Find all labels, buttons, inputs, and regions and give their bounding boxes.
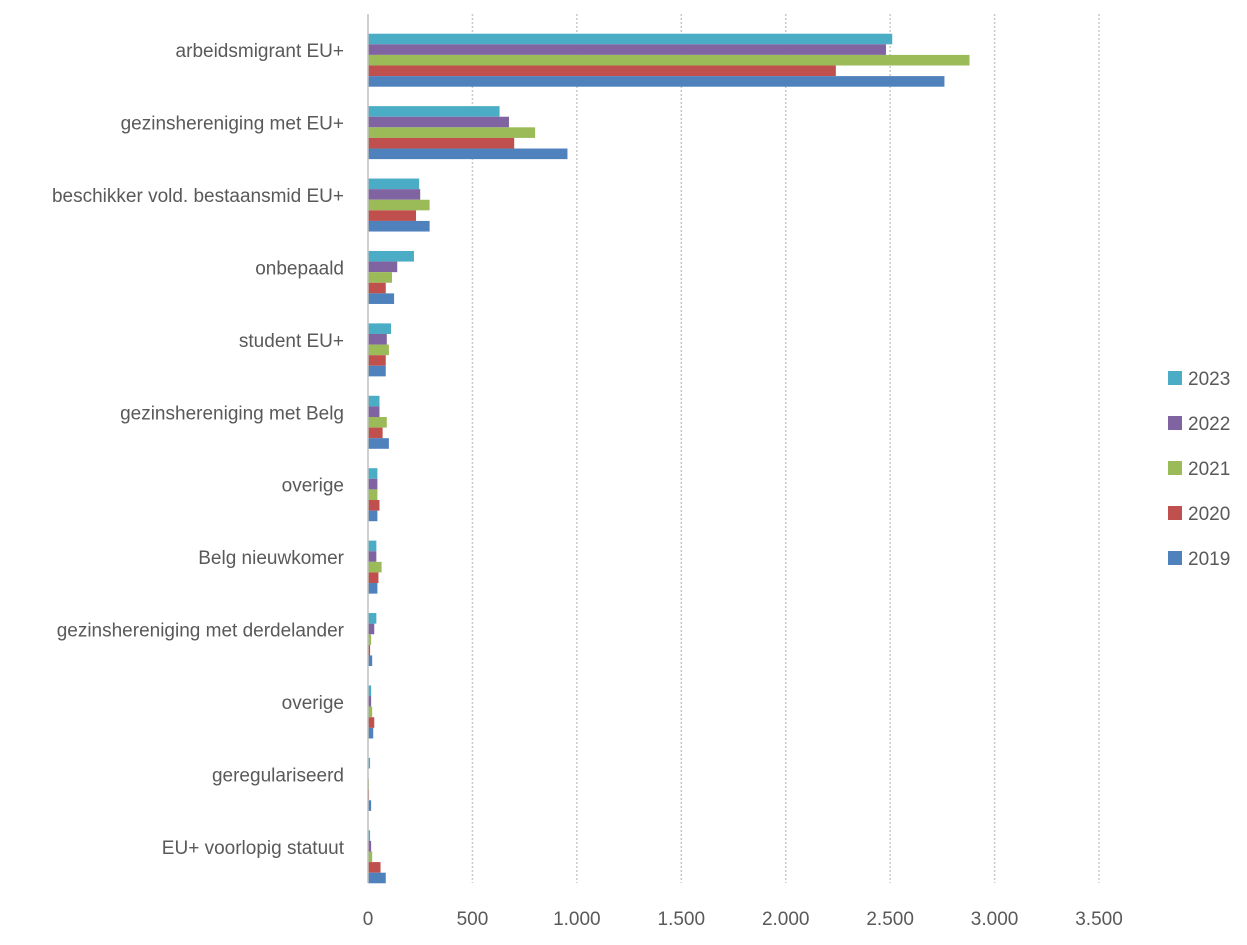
bar-2023	[368, 250, 414, 262]
bar-2019	[368, 293, 395, 304]
x-tick-label: 0	[363, 909, 374, 930]
legend-swatch-2023	[1168, 371, 1182, 385]
category-label: gezinshereniging met EU+	[121, 114, 344, 135]
x-tick-label: 3.000	[971, 909, 1019, 930]
legend-label-2021: 2021	[1188, 459, 1230, 480]
x-tick-label: 2.500	[866, 909, 914, 930]
bar-2019	[368, 220, 430, 232]
category-label: geregulariseerd	[212, 765, 344, 786]
bar-2023	[368, 830, 371, 841]
bar-2021	[368, 127, 536, 138]
bar-2020	[368, 355, 386, 366]
bar-2019	[368, 583, 378, 594]
bar-2023	[368, 540, 377, 552]
bar-2020	[368, 210, 417, 221]
bar-2020	[368, 65, 836, 77]
legend-swatch-2022	[1168, 416, 1182, 430]
bar-2021	[368, 272, 393, 283]
bar-2021	[368, 344, 389, 356]
bar-2021	[368, 489, 378, 501]
bar-2022	[368, 406, 380, 417]
bar-2023	[368, 106, 500, 117]
bar-2022	[368, 261, 398, 273]
x-tick-labels: 0 500 1.000 1.500 2.000 2.500 3.000 3.500	[363, 909, 1123, 930]
legend: 2023 2022 2021 2020 2019	[1168, 369, 1230, 570]
bar-2019	[368, 727, 374, 739]
category-label: Belg nieuwkomer	[198, 548, 344, 569]
legend-swatch-2021	[1168, 461, 1182, 475]
bar-2019	[368, 655, 373, 667]
bar-2022	[368, 840, 372, 852]
bar-2022	[368, 551, 377, 562]
bar-2023	[368, 685, 372, 697]
bar-2023	[368, 757, 371, 769]
bar-2022	[368, 696, 372, 707]
bar-2021	[368, 416, 387, 428]
x-tick-label: 1.500	[658, 909, 706, 930]
bar-2019	[368, 365, 386, 377]
category-label: arbeidsmigrant EU+	[176, 41, 344, 62]
bar-2019	[368, 148, 568, 160]
bar-2023	[368, 323, 391, 334]
category-label: onbepaald	[255, 258, 344, 279]
bar-2019	[368, 76, 945, 87]
legend-swatch-2019	[1168, 551, 1182, 565]
bar-2021	[368, 851, 373, 863]
category-labels: arbeidsmigrant EU+ gezinshereniging met E…	[52, 41, 345, 859]
bar-2020	[368, 500, 380, 511]
bar-2023	[368, 468, 378, 479]
gridlines	[471, 14, 1100, 883]
bar-2022	[368, 623, 375, 635]
bar-2019	[368, 510, 378, 522]
bar-2021	[368, 199, 430, 211]
bar-2021	[368, 561, 382, 573]
bar-2020	[368, 862, 381, 873]
bar-2020	[368, 282, 386, 294]
bar-2020	[368, 572, 379, 584]
bar-2021	[368, 706, 373, 718]
x-tick-label: 3.500	[1075, 909, 1123, 930]
bar-2023	[368, 33, 893, 45]
bar-2019	[368, 438, 389, 449]
bar-2022	[368, 333, 387, 345]
bar-2023	[368, 395, 380, 407]
category-label: gezinshereniging met Belg	[120, 403, 344, 424]
bar-2019	[368, 872, 386, 884]
legend-label-2023: 2023	[1188, 369, 1230, 390]
bar-2021	[368, 634, 372, 645]
category-label: overige	[282, 693, 344, 714]
bar-2022	[368, 189, 421, 200]
bar-2020	[368, 427, 383, 439]
category-label: beschikker vold. bestaansmid EU+	[52, 186, 344, 207]
bar-2022	[368, 116, 509, 128]
bar-2022	[368, 44, 886, 55]
legend-swatch-2020	[1168, 506, 1182, 520]
bar-2021	[368, 54, 970, 66]
category-label: overige	[282, 476, 344, 497]
legend-label-2022: 2022	[1188, 414, 1230, 435]
bar-2020	[368, 644, 371, 656]
category-label: student EU+	[239, 331, 344, 352]
x-tick-label: 1.000	[553, 909, 601, 930]
category-label: EU+ voorlopig statuut	[162, 838, 345, 859]
bar-2023	[368, 178, 420, 190]
bar-2020	[368, 717, 375, 728]
bar-2019	[368, 800, 372, 811]
bar-2023	[368, 613, 377, 624]
legend-label-2019: 2019	[1188, 549, 1230, 570]
bar-2020	[368, 137, 515, 149]
x-tick-label: 500	[457, 909, 489, 930]
category-label: gezinshereniging met derdelander	[57, 621, 345, 642]
x-tick-label: 2.000	[762, 909, 810, 930]
bar-2022	[368, 478, 378, 490]
bars	[368, 33, 970, 884]
legend-label-2020: 2020	[1188, 504, 1230, 525]
